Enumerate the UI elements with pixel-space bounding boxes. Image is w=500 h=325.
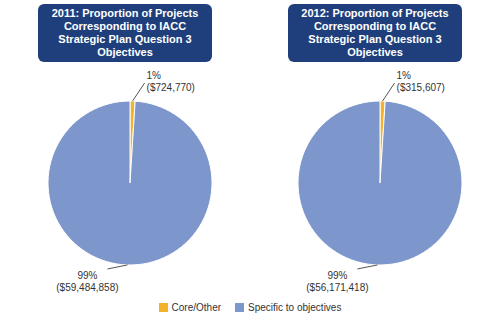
- html-text:Core/Other: Core/Other: [171, 302, 221, 313]
- svg-text:99%($56,171,418): 99%($56,171,418): [306, 270, 368, 293]
- svg-text:1%($724,770): 1%($724,770): [147, 70, 195, 93]
- html-text:Specific to objectives: Specific to objectives: [248, 302, 342, 313]
- html-text:2011: Proportion of Projects C: 2011: Proportion of Projects Correspondi…: [51, 7, 199, 58]
- svg-text:99%($59,484,858): 99%($59,484,858): [56, 270, 118, 293]
- html-text:2012: Proportion of Projects C: 2012: Proportion of Projects Correspondi…: [301, 7, 449, 58]
- svg-text:1%($315,607): 1%($315,607): [397, 70, 445, 93]
